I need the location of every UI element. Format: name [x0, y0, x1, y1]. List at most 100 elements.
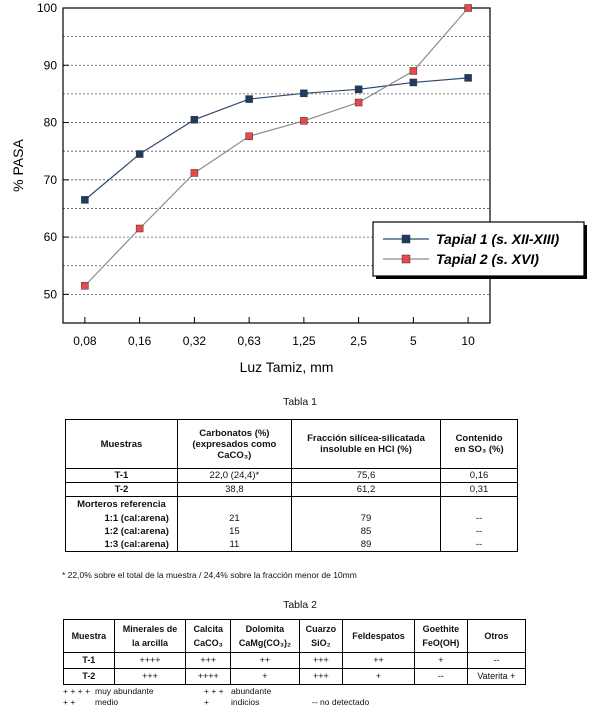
- x-tick-label: 0,32: [183, 334, 207, 348]
- t2-cell: ++: [342, 652, 416, 669]
- t2-cell: +++: [185, 652, 232, 669]
- data-point: [354, 98, 363, 107]
- table-row: T-1 22,0 (24,4)* 75,6 0,16: [65, 468, 518, 483]
- t1-cell: 1:1 (cal:arena): [65, 512, 178, 525]
- x-tick-label: 10: [461, 334, 475, 348]
- data-point: [81, 282, 89, 290]
- legend-item: abundante: [231, 686, 272, 696]
- x-tick-label: 2,5: [350, 334, 367, 348]
- data-point: [464, 74, 472, 82]
- data-point: [245, 132, 253, 141]
- data-point: [81, 196, 89, 204]
- t2-cell: ++++: [185, 668, 232, 685]
- t1-header-so3: Contenido en SO₃ (%): [440, 419, 518, 469]
- t1-cell: --: [440, 512, 518, 525]
- data-point: [354, 85, 363, 94]
- y-tick-label: 60: [44, 230, 58, 244]
- t2-cell: ++++: [113, 652, 187, 669]
- legend-item: -- no detectado: [312, 697, 370, 707]
- t1-cell: 85: [290, 525, 442, 538]
- table-row: T-2 +++ ++++ + +++ + -- Vaterita +: [63, 668, 527, 685]
- legend-swatch-marker: [401, 254, 411, 264]
- table1-caption: Tabla 1: [283, 396, 317, 408]
- t2-cell: ++: [230, 652, 300, 669]
- t1-cell: 79: [290, 512, 442, 525]
- y-tick-label: 70: [44, 173, 58, 187]
- x-axis-label: Luz Tamiz, mm: [240, 359, 334, 375]
- t2-header: Otros: [466, 619, 527, 653]
- data-point: [245, 95, 253, 103]
- t2-header: Minerales de la arcilla: [113, 619, 187, 653]
- y-tick-label: 90: [44, 58, 58, 72]
- data-point: [300, 89, 308, 98]
- data-point: [135, 150, 144, 158]
- t2-cell: --: [466, 652, 527, 669]
- t1-cell: T-2: [65, 482, 178, 497]
- legend-item: + +: [63, 697, 76, 707]
- t1-cell: 61,2: [290, 482, 442, 497]
- t1-cell: 1:3 (cal:arena): [65, 538, 178, 552]
- t2-cell: T-1: [63, 652, 115, 669]
- t2-cell: --: [414, 668, 468, 685]
- t2-cell: +: [230, 668, 300, 685]
- x-tick-label: 5: [410, 334, 417, 348]
- data-point: [409, 78, 418, 87]
- t1-header-fraccion: Fracción silícea-silicatada insoluble en…: [290, 419, 442, 469]
- legend-item: +: [204, 697, 209, 707]
- x-tick-label: 0,63: [237, 334, 261, 348]
- y-tick-label: 100: [37, 1, 57, 15]
- legend-box: [372, 221, 585, 277]
- legend-label: Tapial 2 (s. XVI): [436, 251, 539, 267]
- table-row: Morteros referencia: [65, 496, 518, 512]
- t1-cell: --: [440, 538, 518, 552]
- t1-header-muestras: Muestras: [65, 419, 178, 469]
- data-point: [190, 169, 199, 177]
- t1-ref-title: Morteros referencia: [65, 496, 178, 512]
- table2-caption: Tabla 2: [283, 599, 317, 611]
- t2-cell: Vaterita +: [466, 668, 527, 685]
- t1-cell: 89: [290, 538, 442, 552]
- data-point: [190, 115, 199, 124]
- sieve-curve-chart: 50 60 70 80 90 100 0,08 0,16 0,32 0,63 1,25 2,5 5 10 L…: [10, 1, 587, 375]
- data-point: [464, 4, 472, 12]
- table-1: Muestras Carbonatos (%) (expresados como…: [65, 419, 518, 552]
- t2-header: Calcita CaCO₃: [185, 619, 232, 653]
- t1-cell: 22,0 (24,4)*: [176, 468, 292, 483]
- legend-label: Tapial 1 (s. XII-XIII): [436, 231, 560, 247]
- y-tick-label: 50: [44, 287, 58, 301]
- t1-cell: 11: [176, 538, 292, 552]
- x-tick-label: 1,25: [292, 334, 316, 348]
- legend-swatch-marker: [401, 234, 411, 244]
- t1-header-carbonatos: Carbonatos (%) (expresados como CaCO₃): [176, 419, 292, 469]
- t2-header: Muestra: [63, 619, 115, 653]
- legend-item: + + +: [204, 686, 224, 696]
- data-point: [300, 117, 308, 125]
- x-tick-label: 0,16: [128, 334, 152, 348]
- legend-item: medio: [95, 697, 119, 707]
- table-row: 1:2 (cal:arena) 15 85 --: [65, 525, 518, 538]
- table-row: 1:3 (cal:arena) 11 89 --: [65, 538, 518, 552]
- t2-header: Dolomita CaMg(CO₃)₂: [230, 619, 300, 653]
- t1-cell: 15: [176, 525, 292, 538]
- t1-cell: 0,31: [440, 482, 518, 497]
- chart-area: 50 60 70 80 90 100 0,08 0,16 0,32 0,63 1,25 2,5 5 10 L…: [10, 1, 587, 375]
- series-line: [84, 77, 469, 201]
- t2-cell: +++: [113, 668, 187, 685]
- t2-header: Goethite FeO(OH): [414, 619, 468, 653]
- t1-cell: 75,6: [290, 468, 442, 483]
- legend-item: + + + +: [63, 686, 90, 696]
- series-line: [84, 7, 469, 287]
- table1-footnote: * 22,0% sobre el total de la muestra / 2…: [62, 570, 357, 580]
- t1-cell: 1:2 (cal:arena): [65, 525, 178, 538]
- table-row: T-1 ++++ +++ ++ +++ ++ + --: [63, 652, 527, 669]
- data-point: [135, 224, 144, 233]
- t1-cell: --: [440, 525, 518, 538]
- t2-cell: +: [414, 652, 468, 669]
- t2-header: Feldespatos: [342, 619, 416, 653]
- x-tick-label: 0,08: [73, 334, 97, 348]
- table-row: 1:1 (cal:arena) 21 79 --: [65, 512, 518, 525]
- t1-cell: 21: [176, 512, 292, 525]
- plot-frame: [62, 7, 491, 324]
- legend-item: indicios: [231, 697, 260, 707]
- y-axis-label: % PASA: [10, 139, 26, 192]
